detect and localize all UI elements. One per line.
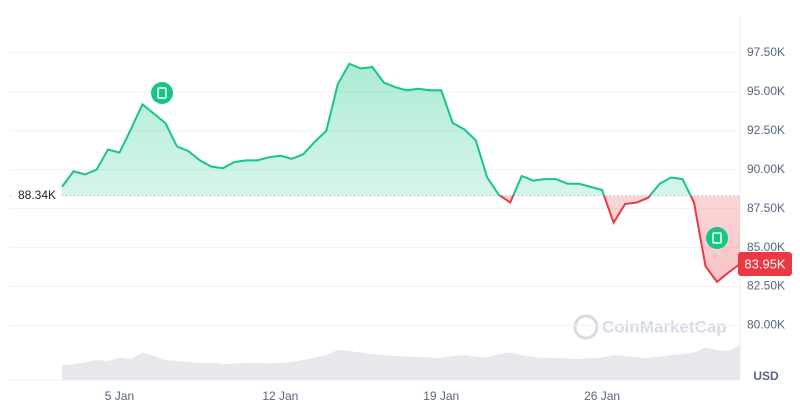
currency-label: USD [753, 369, 779, 383]
y-tick-label: 95.00K [747, 84, 785, 98]
watermark-text: CoinMarketCap [602, 317, 727, 336]
watermark: CoinMarketCap [573, 314, 727, 340]
x-tick-label: 26 Jan [584, 389, 620, 403]
price-line-up [61, 62, 692, 196]
area-below [500, 195, 740, 282]
y-tick-label: 80.00K [747, 318, 785, 332]
y-tick-label: 85.00K [747, 240, 785, 254]
note-icon-glyph [712, 232, 722, 244]
note-icon-glyph [157, 87, 167, 99]
y-tick-label: 82.50K [747, 279, 785, 293]
baseline-label-bg [12, 186, 62, 205]
volume-area [62, 345, 740, 380]
x-tick-label: 5 Jan [105, 389, 134, 403]
y-tick-label: 87.50K [747, 201, 785, 215]
baseline-label: 88.34K [18, 188, 56, 202]
last-price-tag [738, 251, 792, 276]
x-tick-label: 19 Jan [423, 389, 459, 403]
y-tick-label: 92.50K [747, 123, 785, 137]
price-line-down [498, 195, 741, 284]
x-tick-label: 12 Jan [262, 389, 298, 403]
y-tick-label: 97.50K [747, 45, 785, 59]
y-tick-label: 90.00K [747, 162, 785, 176]
note-icon [151, 82, 173, 104]
last-price-label: 83.95K [744, 256, 786, 271]
area-above [62, 63, 740, 196]
note-icon [706, 227, 728, 249]
